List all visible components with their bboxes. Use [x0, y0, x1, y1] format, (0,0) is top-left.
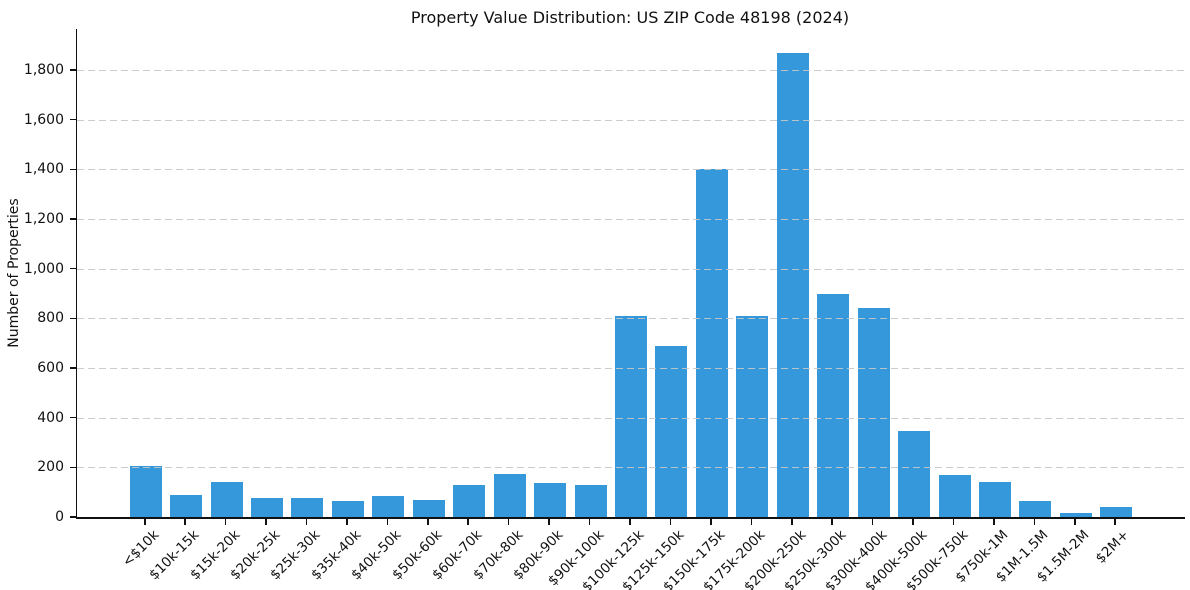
y-tick-mark — [70, 466, 76, 469]
x-tick-mark — [184, 519, 186, 525]
x-tick-mark — [1074, 519, 1076, 525]
x-tick-mark — [710, 519, 712, 525]
y-tick-mark — [70, 516, 76, 518]
bar-18 — [817, 293, 850, 517]
x-tick-mark — [265, 519, 267, 525]
y-tick-label: 1,400 — [23, 161, 64, 178]
x-tick-mark — [467, 519, 470, 525]
bar-13 — [615, 315, 647, 517]
x-tick-mark — [669, 519, 672, 525]
gridline-1400 — [77, 169, 1185, 171]
y-tick-mark — [70, 267, 76, 270]
y-tick-label: 1,000 — [23, 260, 64, 277]
plot-area — [76, 29, 1185, 519]
y-tick-label: 1,200 — [23, 210, 64, 227]
y-tick-mark — [70, 168, 76, 171]
bar-4 — [251, 498, 284, 517]
y-tick-mark — [70, 317, 76, 320]
x-tick-mark — [305, 519, 308, 525]
chart-title: Property Value Distribution: US ZIP Code… — [410, 8, 850, 27]
bar-21 — [938, 474, 971, 517]
bar-14 — [655, 345, 688, 517]
bar-12 — [574, 484, 607, 517]
bar-9 — [453, 484, 486, 517]
x-tick-mark — [1114, 519, 1117, 525]
bar-11 — [534, 483, 567, 517]
gridline-200 — [77, 467, 1185, 469]
x-tick-mark — [346, 519, 348, 525]
bar-1 — [129, 466, 162, 517]
bar-6 — [331, 500, 364, 517]
x-tick-label: $2M+ — [1092, 527, 1133, 567]
bar-8 — [412, 499, 445, 517]
x-tick-mark — [790, 519, 793, 525]
x-tick-mark — [386, 519, 389, 525]
x-tick-mark — [629, 519, 631, 525]
y-tick-mark — [70, 218, 76, 220]
x-tick-mark — [912, 519, 914, 525]
y-tick-label: 600 — [37, 359, 64, 376]
y-tick-mark — [70, 367, 76, 369]
gridline-800 — [77, 318, 1185, 320]
y-tick-label: 200 — [37, 459, 64, 476]
gridline-400 — [77, 417, 1185, 419]
bar-16 — [736, 315, 769, 517]
y-tick-mark — [70, 69, 76, 71]
bar-25 — [1100, 507, 1133, 517]
gridline-1600 — [77, 119, 1185, 121]
bar-17 — [776, 52, 809, 517]
bar-5 — [291, 498, 324, 517]
x-tick-mark — [143, 519, 146, 525]
x-tick-mark — [750, 519, 753, 525]
x-tick-mark — [507, 519, 510, 525]
gridline-1200 — [77, 218, 1185, 220]
x-tick-mark — [224, 519, 227, 525]
x-tick-mark — [993, 519, 995, 525]
y-tick-label: 800 — [37, 310, 64, 327]
y-tick-label: 0 — [55, 509, 64, 525]
bar-3 — [210, 482, 243, 517]
y-tick-mark — [70, 118, 76, 121]
x-tick-mark — [427, 519, 429, 525]
bar-22 — [978, 482, 1011, 517]
bar-7 — [372, 495, 405, 517]
x-tick-mark — [871, 519, 874, 525]
bar-2 — [170, 494, 203, 517]
bar-19 — [857, 308, 890, 517]
x-tick-mark — [548, 519, 550, 525]
x-tick-mark — [952, 519, 955, 525]
bar-10 — [493, 473, 526, 517]
x-tick-mark — [831, 519, 833, 525]
gridline-1000 — [77, 268, 1185, 270]
y-tick-mark — [70, 416, 76, 419]
bar-20 — [898, 431, 931, 517]
bar-23 — [1019, 500, 1052, 517]
y-tick-label: 400 — [37, 409, 64, 426]
gridline-600 — [77, 367, 1185, 369]
bar-24 — [1059, 513, 1092, 517]
y-tick-label: 1,800 — [23, 61, 64, 78]
y-tick-label: 1,600 — [23, 111, 64, 128]
x-tick-mark — [1033, 519, 1036, 525]
x-tick-mark — [588, 519, 591, 525]
gridline-1800 — [77, 69, 1185, 71]
bar-15 — [695, 169, 728, 517]
